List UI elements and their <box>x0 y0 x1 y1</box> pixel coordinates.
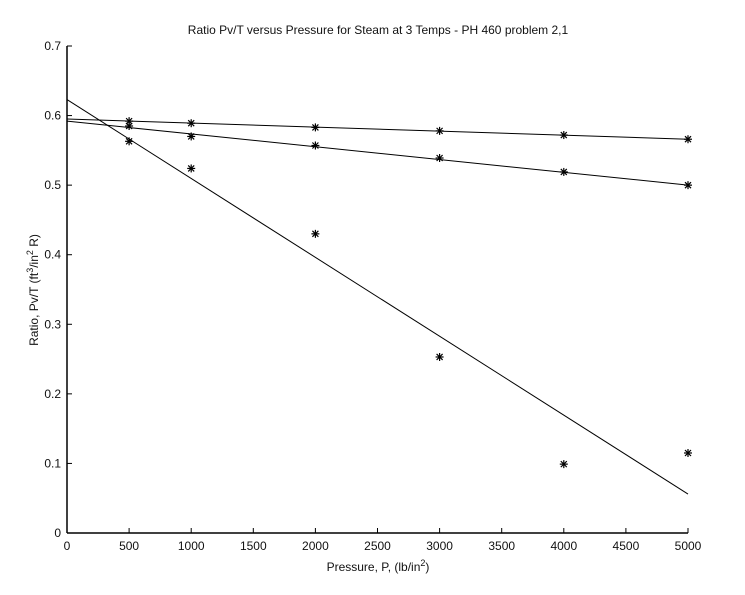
data-point-temp-2 <box>684 181 692 190</box>
x-axis-label: Pressure, P, (lb/in2) <box>327 558 430 574</box>
asterisk-marker-stroke <box>560 131 568 139</box>
plot-area <box>66 99 692 495</box>
fit-line-temp-2 <box>66 120 689 186</box>
data-point-temp-2 <box>311 141 320 150</box>
asterisk-marker-stroke <box>311 123 319 131</box>
y-tick-label: 0 <box>54 526 61 540</box>
asterisk-marker-stroke <box>125 122 133 130</box>
asterisk-marker-stroke <box>560 168 568 176</box>
asterisk-marker-stroke <box>125 137 133 145</box>
x-tick-label: 2500 <box>364 539 391 553</box>
data-point-temp-1 <box>559 131 568 140</box>
x-tick-label: 2000 <box>302 539 329 553</box>
data-point-temp-3 <box>435 352 444 361</box>
y-tick-label: 0.2 <box>44 387 61 401</box>
asterisk-marker-stroke <box>311 142 319 149</box>
x-tick-label: 1000 <box>178 539 205 553</box>
x-tick-label: 500 <box>119 539 139 553</box>
y-tick-label: 0.4 <box>44 248 61 262</box>
x-tick-label: 1500 <box>240 539 267 553</box>
data-point-temp-1 <box>187 119 196 128</box>
asterisk-marker-stroke <box>560 460 568 468</box>
y-tick-label: 0.1 <box>44 456 61 470</box>
y-tick-label: 0.3 <box>44 317 61 331</box>
data-point-temp-2 <box>125 122 134 131</box>
data-point-temp-3 <box>559 460 568 469</box>
data-point-temp-3 <box>125 137 134 146</box>
data-point-temp-1 <box>684 135 692 144</box>
asterisk-marker-stroke <box>436 127 444 135</box>
asterisk-marker-stroke <box>436 154 444 162</box>
asterisk-marker-stroke <box>187 133 195 140</box>
fit-line-temp-3 <box>66 99 689 495</box>
x-tick-label: 5000 <box>675 539 702 553</box>
y-tick-label: 0.6 <box>44 109 61 123</box>
x-tick-label: 3000 <box>426 539 453 553</box>
asterisk-marker-stroke <box>436 353 444 361</box>
asterisk-marker-stroke <box>311 230 319 238</box>
fit-line-temp-1 <box>66 118 689 140</box>
data-point-temp-3 <box>187 164 196 173</box>
chart-title: Ratio Pv/T versus Pressure for Steam at … <box>188 23 569 37</box>
y-axis-label: Ratio, Pv/T (ft3/in2 R) <box>25 234 41 346</box>
x-tick-label: 4000 <box>550 539 577 553</box>
data-point-temp-2 <box>187 132 196 141</box>
data-point-temp-1 <box>435 126 444 135</box>
data-point-temp-1 <box>311 123 320 132</box>
data-point-temp-2 <box>435 154 444 163</box>
data-point-temp-3 <box>311 229 320 238</box>
asterisk-marker-stroke <box>684 135 692 143</box>
y-tick-label: 0.5 <box>44 178 61 192</box>
x-tick-label: 3500 <box>488 539 515 553</box>
data-point-temp-3 <box>684 448 692 457</box>
asterisk-marker-stroke <box>684 181 692 189</box>
asterisk-marker-stroke <box>125 117 133 125</box>
asterisk-marker-stroke <box>684 449 692 457</box>
asterisk-marker-stroke <box>187 119 195 127</box>
data-point-temp-2 <box>559 167 568 176</box>
x-tick-label: 4500 <box>613 539 640 553</box>
x-tick-label: 0 <box>64 539 71 553</box>
axes: 0 500 1000 1500 2000 2500 3000 3500 4000 4500 5000… <box>44 39 701 553</box>
y-tick-label: 0.7 <box>44 39 61 53</box>
asterisk-marker-stroke <box>187 165 195 172</box>
